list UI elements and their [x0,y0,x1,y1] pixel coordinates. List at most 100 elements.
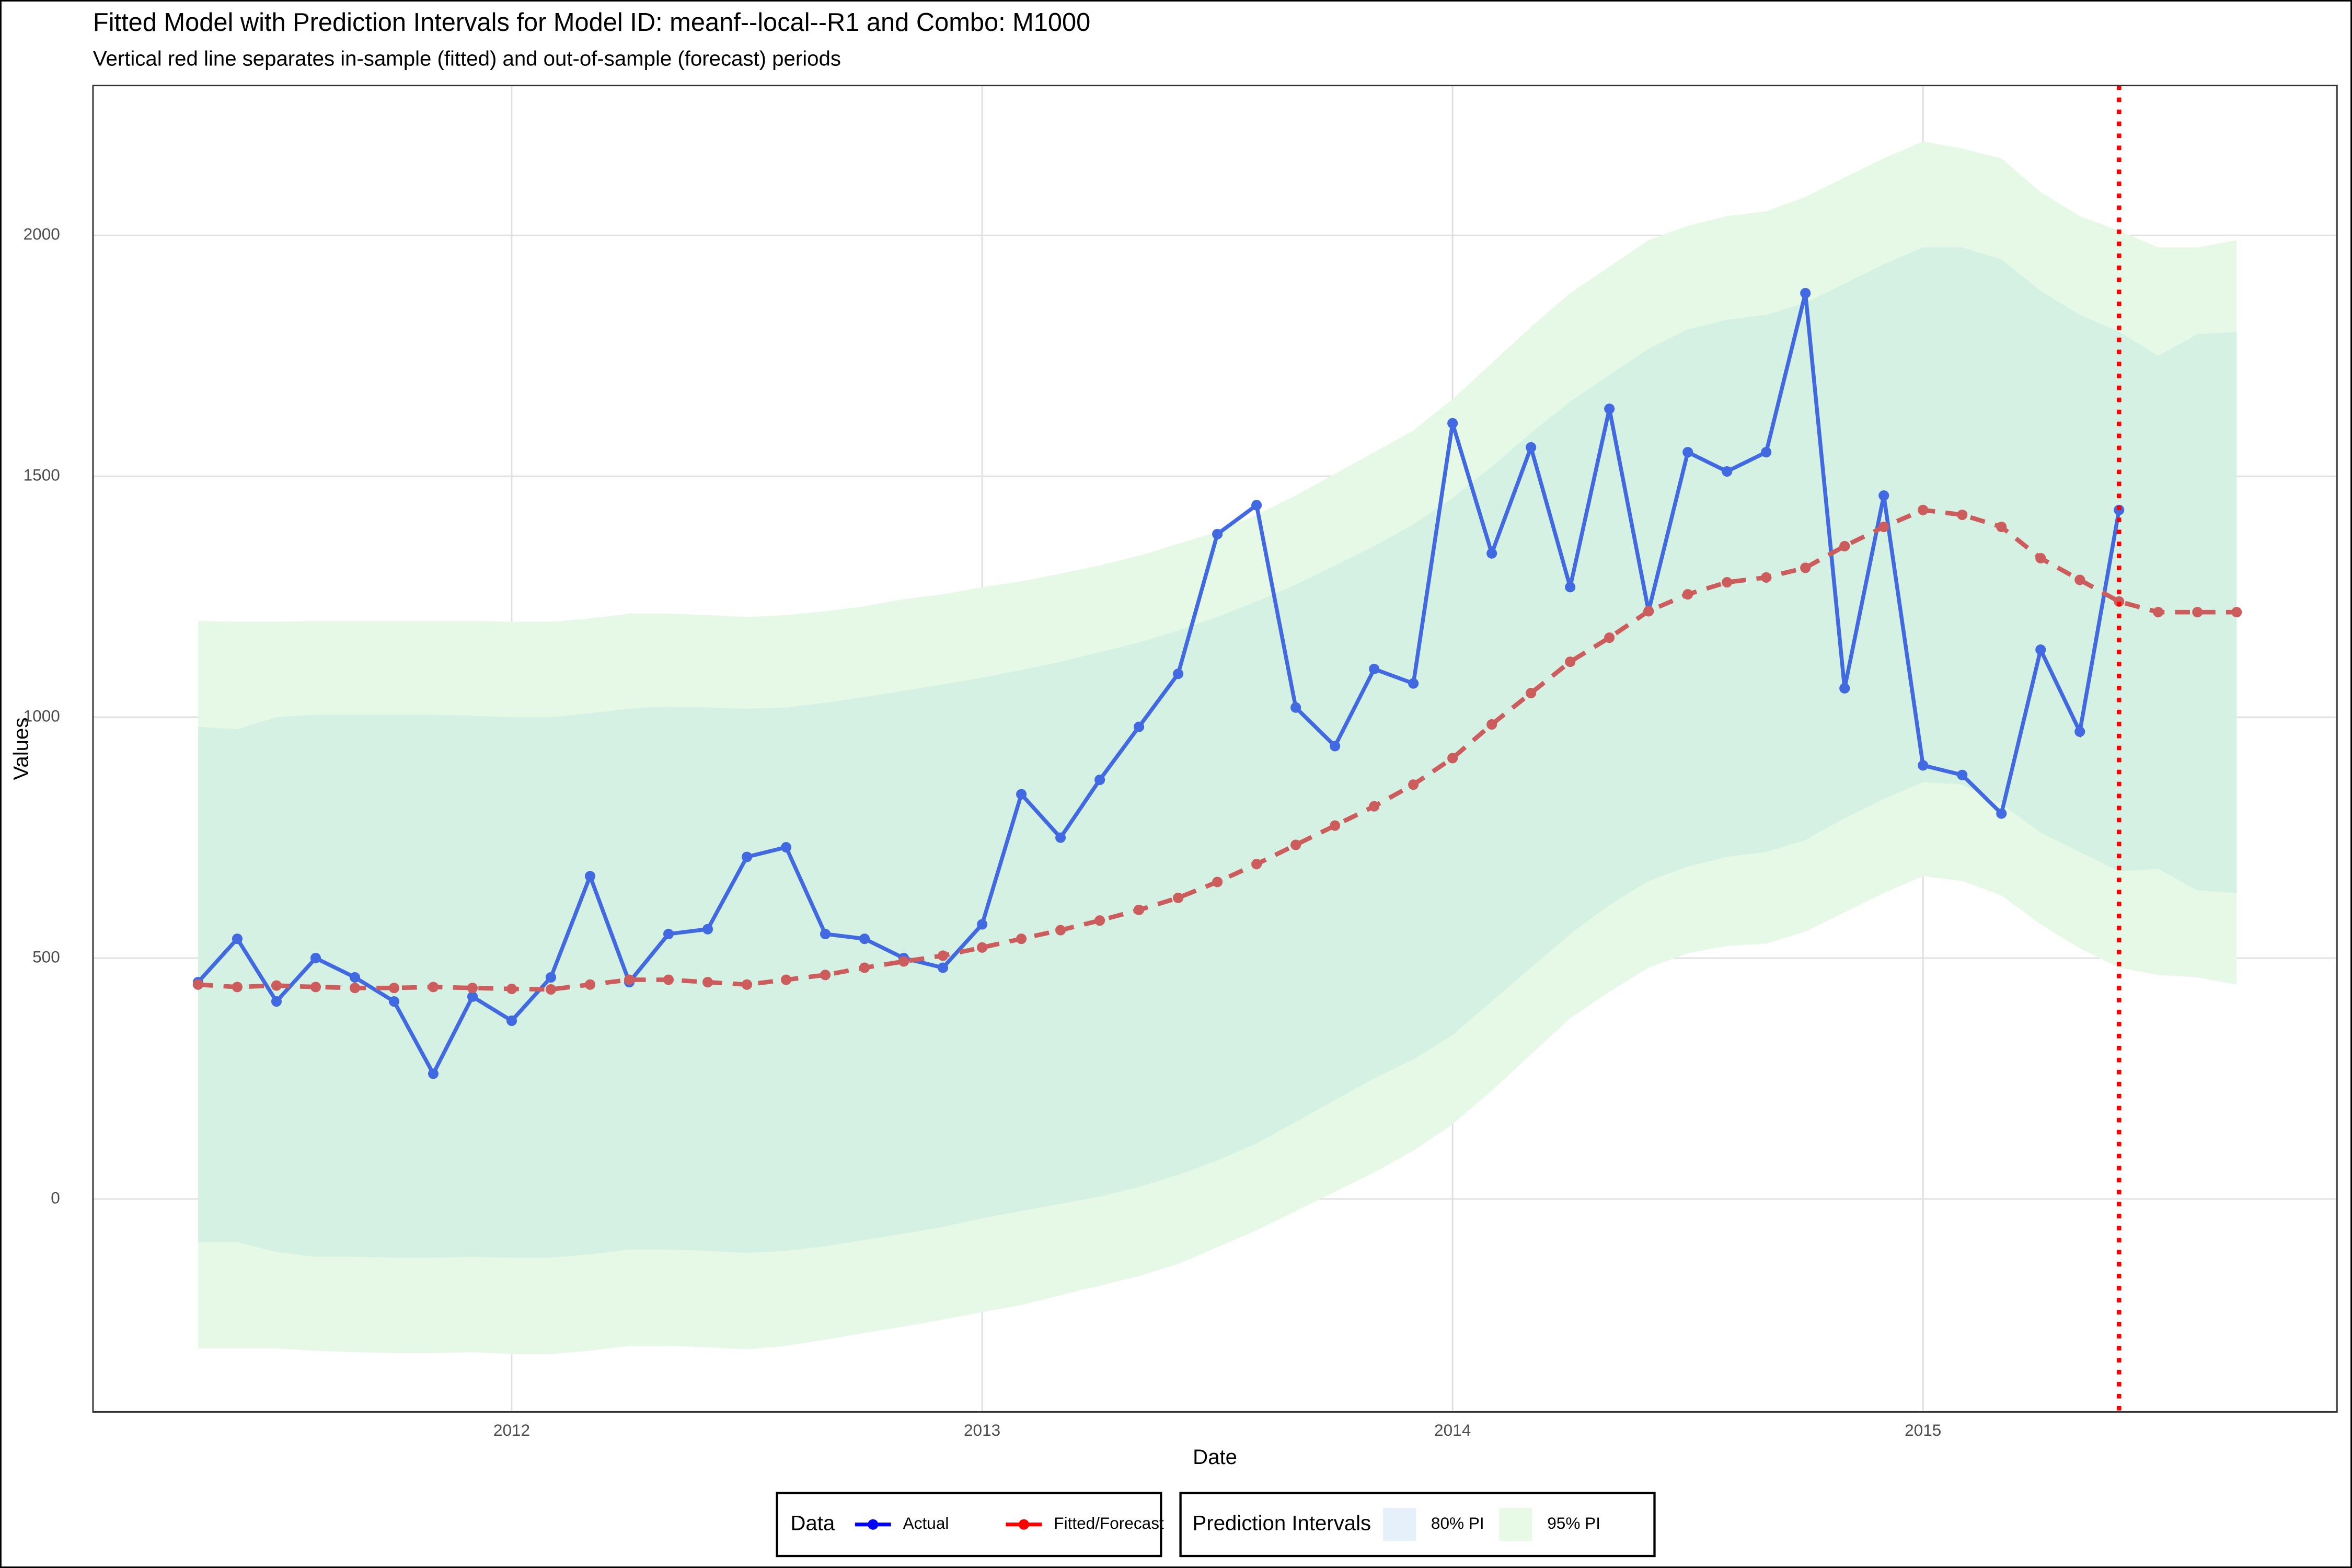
data-point [1486,548,1497,559]
data-point [859,933,870,944]
y-tick-label: 1500 [24,466,60,485]
data-point [781,974,792,985]
data-point [1957,509,1968,521]
data-point [349,972,361,983]
x-axis-label: Date [1193,1445,1237,1469]
x-tick-label: 2014 [1434,1421,1471,1439]
legend-swatch [1383,1508,1416,1541]
data-point [2074,574,2085,585]
data-point [1447,418,1458,429]
legend-box [776,1492,1162,1558]
data-point [898,956,909,967]
data-point [1565,656,1576,667]
plot-frame [92,85,2338,1413]
data-point [428,982,439,993]
x-tick-label: 2015 [1905,1421,1941,1439]
y-axis-label: Values [9,718,33,780]
data-point [545,984,557,995]
data-point [1604,632,1615,643]
data-point [1369,801,1380,812]
data-point [663,974,674,985]
data-point [1800,287,1811,298]
y-tick-label: 1000 [24,706,60,725]
data-point [545,972,557,983]
legend-title: Prediction Intervals [1193,1511,1371,1535]
data-point [1878,521,1889,533]
data-point [781,842,792,853]
data-point [1290,839,1301,850]
data-point [1800,562,1811,573]
data-point [584,979,596,990]
data-point [1094,915,1105,926]
data-point [1565,582,1576,593]
data-point [1408,678,1419,689]
data-point [2153,607,2164,618]
data-point [1878,490,1889,501]
data-point [1722,577,1733,588]
data-point [1251,859,1262,870]
data-point [1918,504,1929,515]
data-point [1447,753,1458,764]
data-point [506,984,517,995]
legend-label: Actual [903,1514,949,1532]
data-point [310,953,321,964]
data-point [977,942,988,953]
data-point [428,1068,439,1079]
data-point [663,928,674,940]
data-point [2192,607,2203,618]
data-point [1016,789,1027,800]
data-point [1761,572,1772,583]
data-point [1251,500,1262,511]
data-point [702,977,713,988]
data-point [1173,668,1184,679]
data-point [232,933,243,944]
data-point [1055,925,1066,936]
data-point [2035,552,2046,563]
data-point [271,996,282,1007]
data-point [1957,769,1968,780]
data-point [1604,403,1615,414]
legend-label: 80% PI [1431,1514,1484,1532]
data-point [1761,447,1772,458]
x-tick-label: 2012 [493,1421,530,1439]
legend-key-point [1018,1519,1029,1530]
data-point [741,979,753,990]
data-point [1290,702,1301,713]
data-point [702,924,713,935]
data-point [1682,589,1693,600]
data-point [1526,688,1537,699]
data-point [232,982,243,993]
data-point [467,991,478,1002]
data-point [1134,721,1145,732]
data-point [1839,540,1850,551]
data-point [1486,719,1497,730]
data-point [1722,466,1733,477]
data-point [2035,644,2046,655]
data-point [1526,442,1537,453]
legend-label: 95% PI [1547,1514,1600,1532]
data-point [310,982,321,993]
data-point [859,962,870,973]
x-tick-label: 2013 [964,1421,1000,1439]
data-point [1330,741,1341,752]
y-tick-label: 2000 [24,225,60,244]
data-point [1369,663,1380,675]
data-point [1016,933,1027,944]
data-point [584,871,596,882]
data-point [1643,606,1654,617]
data-point [938,950,949,961]
data-point [1134,904,1145,915]
data-point [977,919,988,930]
y-tick-label: 500 [32,947,60,966]
chart-subtitle: Vertical red line separates in-sample (f… [93,47,841,70]
data-point [1918,760,1929,771]
data-point [1212,877,1223,887]
legend-key-point [868,1519,879,1530]
data-point [741,851,753,862]
data-point [1996,521,2007,533]
interval-band [198,247,2237,1258]
data-point [1682,447,1693,458]
data-point [2114,596,2125,607]
data-point [192,979,203,990]
data-point [506,1015,517,1026]
